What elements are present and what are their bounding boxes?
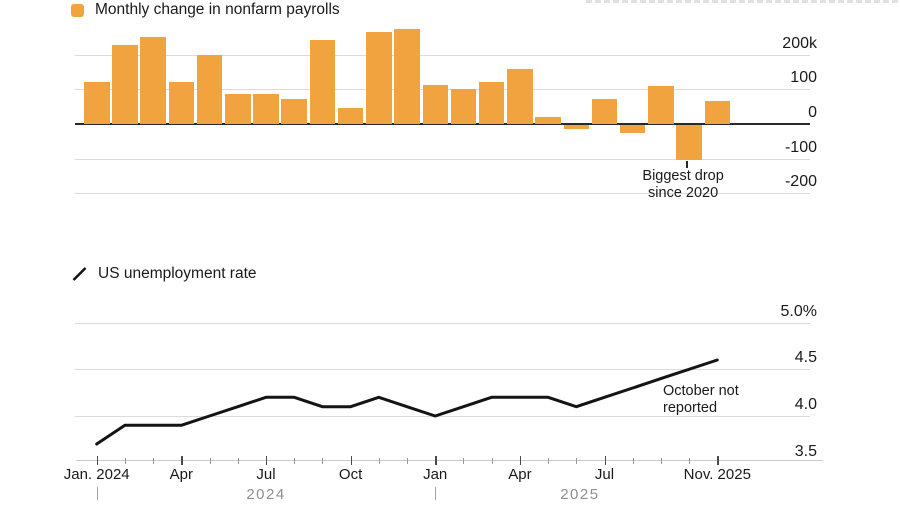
bar-Apr. 2025 (507, 69, 533, 124)
bar-Feb. 2025 (450, 88, 477, 124)
y-axis-label-4.0: 4.0 (794, 396, 817, 413)
month-label-clipped-Jan. 2024: Jan. 2024 (62, 466, 142, 484)
bar-Jan. 2025 (422, 84, 448, 124)
x-tick-minor (237, 457, 239, 464)
gridline-4.0 (75, 416, 810, 417)
x-tick-minor (632, 457, 634, 464)
october-annotation-line2: reported (663, 399, 718, 416)
x-tick-major (519, 456, 522, 465)
bar-Feb. 2024 (112, 44, 138, 124)
x-tick-minor (153, 457, 155, 464)
bar-Jul. 2025 (591, 98, 618, 124)
x-tick-minor (407, 457, 408, 464)
y-axis-label-0: 0 (808, 104, 817, 121)
gridline-5.0% (75, 322, 810, 324)
unemployment-legend-label: US unemployment rate (98, 265, 257, 282)
x-tick-major (350, 456, 352, 465)
october-not-reported-annotation: October not reported (663, 383, 739, 416)
payrolls-legend: Monthly change in nonfarm payrolls (71, 1, 340, 19)
bar-Jun. 2025 (563, 125, 589, 130)
gridline--100 (75, 158, 810, 160)
y-axis-label-4.5: 4.5 (794, 349, 817, 367)
bar-Nov. 2025 (704, 101, 731, 124)
bar-Oct. 2025 (676, 125, 702, 161)
x-tick-minor (294, 457, 296, 464)
payrolls-zero-axis-line (75, 123, 810, 125)
biggest-drop-annotation-line2: since 2020 (648, 184, 719, 201)
x-axis-line (76, 460, 823, 461)
top-crop-dashed-line (586, 0, 898, 3)
x-tick-minor (124, 457, 126, 464)
x-tick-minor (660, 457, 662, 464)
bar-Oct. 2024 (337, 108, 364, 124)
x-tick-major (266, 456, 268, 465)
gridline-4.5 (75, 369, 810, 371)
y-axis-label-200k: 200k (782, 34, 817, 52)
x-tick-minor (209, 457, 211, 464)
year-label-2024: 2024 (246, 486, 286, 503)
month-label-Nov. 2025: Nov. 2025 (683, 466, 751, 483)
bar-Dec. 2024 (394, 28, 420, 124)
biggest-drop-annotation-line1: Biggest drop (642, 168, 724, 185)
october-annotation-line1: October not (663, 383, 739, 399)
month-label-Apr: Apr (169, 466, 193, 483)
bar-Apr. 2024 (168, 82, 195, 124)
month-label-Oct: Oct (338, 466, 363, 483)
unemployment-legend: US unemployment rate (72, 265, 257, 283)
bar-Aug. 2025 (619, 125, 646, 134)
bar-Mar. 2025 (478, 81, 505, 124)
x-tick-minor (548, 457, 550, 464)
y-axis-label--100: -100 (784, 138, 817, 156)
bar-Aug. 2024 (281, 99, 307, 124)
x-tick-minor (378, 457, 380, 464)
month-label-Jul: Jul (594, 466, 615, 483)
y-axis-label-100: 100 (790, 69, 817, 87)
line-series-slash-icon (72, 267, 87, 281)
bar-Nov. 2024 (366, 32, 392, 124)
payrolls-legend-label: Monthly change in nonfarm payrolls (95, 1, 340, 18)
month-label-Jan: Jan (423, 466, 448, 483)
bar-Jan. 2024 (84, 82, 110, 124)
year-boundary-tick (435, 487, 437, 500)
y-axis-label-5.0%: 5.0% (780, 302, 817, 320)
x-tick-major (96, 456, 99, 465)
x-tick-major (717, 456, 719, 465)
gridline-200k (75, 54, 810, 56)
biggest-drop-annotation: Biggest drop since 2020 (642, 168, 723, 201)
y-axis-label--200: -200 (784, 173, 817, 191)
bar-Mar. 2024 (140, 37, 166, 125)
month-label-Jul: Jul (256, 466, 276, 483)
bar-series-swatch-icon (71, 3, 84, 17)
x-tick-minor (491, 457, 493, 464)
x-tick-minor (322, 457, 324, 464)
biggest-drop-pointer-line (685, 161, 688, 169)
bar-May 2024 (196, 55, 223, 124)
x-tick-major (181, 456, 183, 465)
x-tick-major (435, 456, 437, 465)
x-tick-minor (463, 457, 465, 464)
bar-Jun. 2024 (225, 93, 251, 124)
x-tick-major (604, 456, 606, 465)
month-label-Jan. 2024: Jan. 2024 (63, 466, 130, 483)
month-label-Apr: Apr (508, 466, 532, 483)
year-label-2025: 2025 (560, 486, 600, 503)
gridline--200 (75, 193, 810, 195)
bar-Jul. 2024 (253, 93, 279, 124)
y-axis-label-3.5: 3.5 (794, 442, 817, 460)
bar-Sep. 2024 (309, 40, 336, 124)
x-tick-minor (689, 457, 691, 464)
year-boundary-tick (96, 487, 98, 500)
bar-May 2025 (535, 117, 561, 124)
bar-Sep. 2025 (648, 85, 674, 124)
x-tick-minor (576, 457, 578, 464)
